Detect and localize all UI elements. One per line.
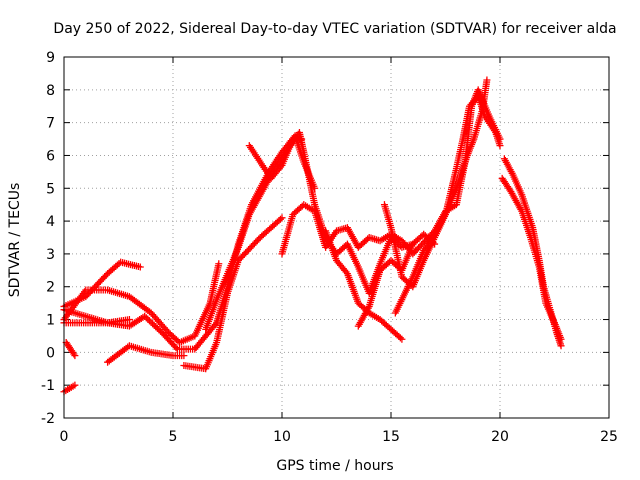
y-tick-label: 8 bbox=[46, 83, 55, 99]
data-point bbox=[142, 314, 150, 322]
y-tick-label: 0 bbox=[46, 345, 55, 361]
y-tick-label: 1 bbox=[46, 313, 55, 329]
y-axis-label: SDTVAR / TECUs bbox=[7, 183, 23, 298]
data-point bbox=[144, 315, 152, 323]
axis-ticks: 0 5 10 15 20 25 -2 -1 0 1 2 3 4 5 6 7 8 9 bbox=[41, 50, 618, 445]
data-point bbox=[211, 320, 219, 328]
data-point bbox=[557, 342, 565, 350]
data-point bbox=[398, 335, 406, 343]
data-series bbox=[391, 76, 491, 317]
x-axis-label: GPS time / hours bbox=[276, 458, 393, 474]
data-series bbox=[62, 339, 79, 360]
data-point bbox=[172, 344, 180, 352]
x-tick-label: 25 bbox=[600, 429, 618, 445]
x-tick-label: 0 bbox=[60, 429, 69, 445]
data-point bbox=[276, 215, 284, 223]
data-point bbox=[149, 320, 157, 328]
plot-frame bbox=[63, 56, 610, 419]
data-point bbox=[277, 163, 285, 171]
y-tick-label: 7 bbox=[46, 116, 55, 132]
data-point bbox=[163, 327, 171, 335]
data-series bbox=[60, 381, 79, 396]
y-tick-label: 6 bbox=[46, 148, 55, 164]
x-tick-label: 5 bbox=[169, 429, 178, 445]
chart-title: Day 250 of 2022, Sidereal Day-to-day VTE… bbox=[53, 21, 616, 37]
x-tick-label: 15 bbox=[382, 429, 400, 445]
data-points bbox=[60, 76, 565, 396]
data-point bbox=[557, 335, 565, 343]
data-series bbox=[60, 306, 133, 327]
y-tick-label: 5 bbox=[46, 181, 55, 197]
y-tick-label: 3 bbox=[46, 247, 55, 263]
data-series bbox=[354, 230, 439, 330]
data-point bbox=[180, 352, 188, 360]
data-point bbox=[396, 334, 404, 342]
data-point bbox=[215, 260, 223, 268]
data-series bbox=[180, 214, 286, 373]
data-point bbox=[298, 135, 306, 143]
data-point bbox=[150, 321, 158, 329]
data-point bbox=[71, 352, 79, 360]
data-series bbox=[104, 342, 188, 366]
data-point bbox=[496, 142, 504, 150]
data-point bbox=[70, 350, 78, 358]
data-series bbox=[498, 174, 565, 343]
data-point bbox=[483, 76, 491, 84]
data-point bbox=[342, 268, 350, 276]
data-point bbox=[155, 326, 163, 334]
data-point bbox=[278, 214, 286, 222]
data-point bbox=[71, 381, 79, 389]
y-tick-label: 4 bbox=[46, 214, 55, 230]
y-tick-label: -2 bbox=[41, 411, 55, 427]
x-tick-label: 20 bbox=[491, 429, 509, 445]
data-series bbox=[245, 135, 306, 182]
x-tick-label: 10 bbox=[273, 429, 291, 445]
data-point bbox=[136, 263, 144, 271]
y-tick-label: -1 bbox=[41, 378, 55, 394]
y-tick-label: 2 bbox=[46, 280, 55, 296]
data-point bbox=[125, 316, 133, 324]
y-tick-label: 9 bbox=[46, 50, 55, 66]
